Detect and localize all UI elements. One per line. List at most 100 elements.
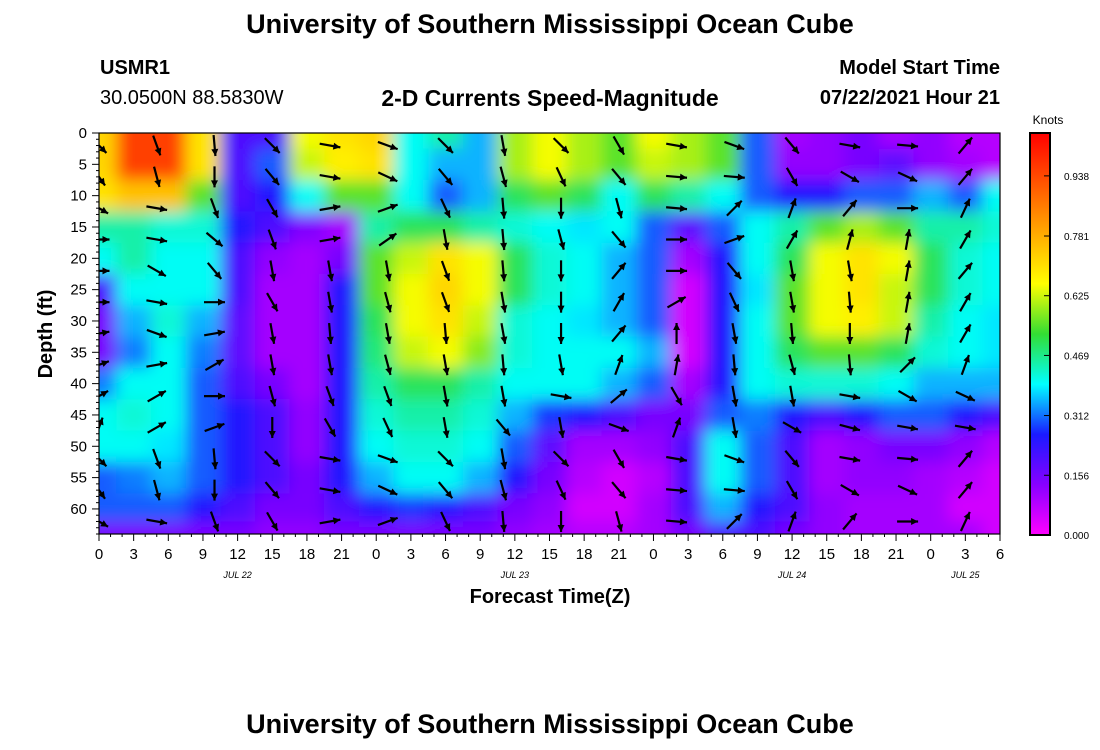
heatmap-cell — [116, 461, 152, 494]
current-arrow — [266, 511, 279, 532]
current-arrow — [897, 204, 919, 212]
heatmap-cell — [462, 148, 499, 181]
arrow-head — [673, 354, 681, 362]
arrow-head — [442, 242, 450, 250]
heatmap-cell — [844, 148, 880, 181]
arrow-head — [269, 273, 277, 282]
heatmap-cell — [566, 273, 603, 306]
current-arrow — [611, 324, 627, 343]
current-arrow — [666, 205, 688, 212]
heatmap-cell — [220, 305, 256, 338]
current-arrow — [897, 389, 918, 403]
arrow-head — [218, 298, 226, 306]
arrow-head — [964, 324, 971, 333]
heatmap-cell — [601, 148, 637, 181]
heatmap-cell — [150, 305, 187, 338]
current-arrow — [959, 229, 972, 250]
heatmap-cell — [99, 521, 117, 534]
heatmap-cell — [220, 336, 256, 369]
arrow-head — [731, 430, 739, 438]
current-arrow — [897, 142, 919, 150]
heatmap-cell — [150, 133, 187, 150]
current-arrow — [789, 385, 797, 407]
date-label: JUL 25 — [950, 570, 980, 580]
heatmap-cell — [116, 367, 152, 400]
heatmap-cell — [601, 461, 637, 494]
current-arrow — [264, 481, 280, 499]
arrow-head — [851, 175, 859, 183]
heatmap-cell — [948, 521, 984, 534]
arrow-head — [442, 398, 450, 407]
arrow-head — [212, 523, 219, 532]
heatmap-cell — [913, 242, 949, 275]
heatmap-cell — [462, 242, 499, 275]
heatmap-cell — [670, 461, 707, 494]
heatmap-cell — [844, 399, 880, 432]
arrow-head — [445, 145, 453, 153]
current-arrow — [326, 322, 334, 345]
current-arrow — [842, 512, 858, 531]
heatmap-cell — [913, 179, 949, 212]
heatmap-cell — [809, 148, 845, 181]
heatmap-cell — [185, 133, 221, 150]
footer-title: University of Southern Mississippi Ocean… — [246, 709, 854, 739]
current-arrow — [959, 323, 972, 344]
arrow-head — [616, 354, 624, 363]
heatmap-cell — [740, 242, 776, 275]
current-arrow — [960, 354, 970, 376]
heatmap-cell — [740, 493, 776, 523]
arrow-head — [443, 209, 451, 218]
current-arrow — [904, 260, 912, 282]
current-arrow — [731, 322, 739, 345]
current-arrow — [904, 291, 912, 313]
arrow-head — [443, 272, 451, 281]
heatmap-cell — [99, 211, 117, 244]
arrow-head — [158, 269, 166, 277]
current-arrow — [612, 449, 626, 469]
date-label: JUL 24 — [777, 570, 806, 580]
current-arrow — [612, 135, 626, 156]
current-arrow — [611, 230, 627, 249]
current-arrow — [726, 513, 743, 530]
heatmap-cell — [289, 273, 325, 306]
arrow-head — [445, 177, 453, 185]
current-arrow — [377, 171, 398, 183]
current-arrow — [957, 136, 973, 155]
arrow-head — [386, 429, 393, 438]
arrow-head — [443, 304, 451, 313]
current-arrow — [787, 197, 797, 219]
heatmap-cell — [809, 133, 845, 150]
current-arrow — [319, 173, 341, 181]
heatmap-cell — [636, 461, 672, 494]
current-arrow — [327, 260, 335, 282]
current-arrow — [384, 354, 393, 376]
arrow-head — [852, 142, 861, 150]
heatmap-cell — [913, 367, 949, 400]
arrow-head — [852, 393, 861, 401]
current-arrow — [557, 197, 565, 219]
current-arrow — [146, 205, 168, 213]
heatmap-cell — [428, 461, 464, 494]
arrow-head — [500, 461, 508, 470]
current-arrow — [785, 480, 799, 500]
current-arrow — [152, 448, 162, 470]
current-arrow — [264, 450, 281, 468]
current-arrow — [839, 455, 861, 463]
arrow-head — [500, 148, 508, 156]
current-arrow — [957, 262, 973, 280]
current-arrow — [782, 421, 802, 434]
arrow-head — [849, 200, 857, 208]
station-id: USMR1 — [100, 57, 171, 79]
heatmap-cell — [462, 521, 499, 534]
x-tick-label: 0 — [372, 546, 380, 563]
heatmap-cell — [358, 148, 395, 181]
heatmap-cell — [324, 148, 360, 181]
current-arrow — [612, 292, 626, 312]
heatmap-cell — [116, 133, 152, 150]
arrow-head — [442, 367, 450, 376]
heatmap-cell — [809, 461, 845, 494]
arrow-head — [617, 146, 625, 155]
arrow-head — [788, 336, 796, 344]
x-tick-label: 15 — [541, 546, 558, 563]
